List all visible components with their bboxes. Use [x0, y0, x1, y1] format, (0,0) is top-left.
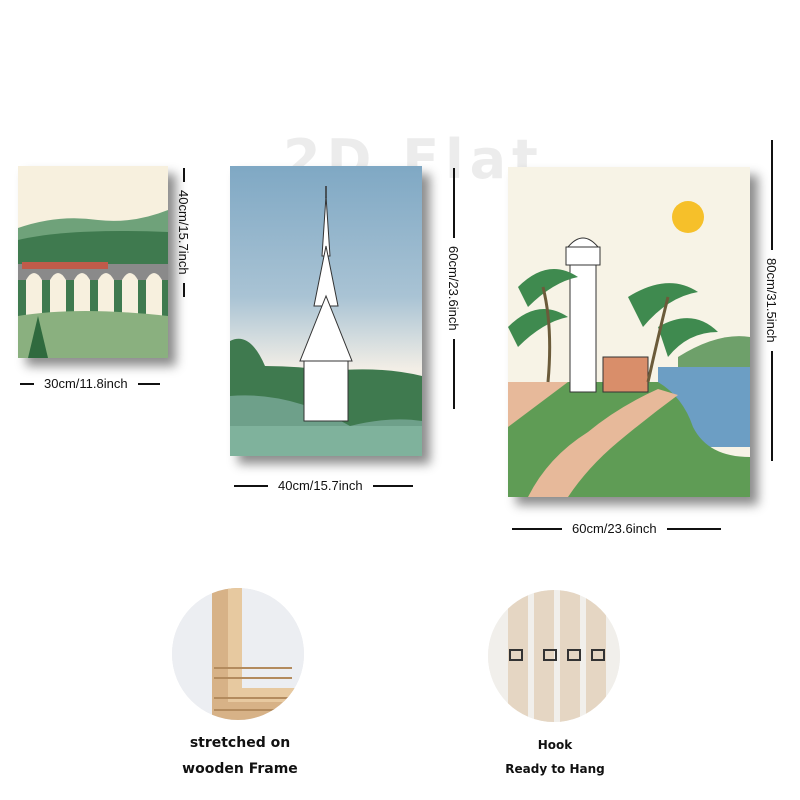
dimension-bar [512, 527, 562, 530]
large-height-label: 80cm/31.5inch [764, 258, 779, 343]
painting-lighthouse [508, 167, 750, 497]
frame-caption-line1: stretched on [189, 735, 291, 751]
painting-tower [230, 166, 422, 456]
hook-subtitle: Ready to Hang [505, 762, 605, 776]
hook-title: Hook [537, 738, 573, 752]
dimension-bar [20, 382, 34, 385]
sun-icon [672, 201, 704, 233]
dimension-bar [770, 140, 773, 250]
dimension-bar [137, 382, 160, 385]
wooden-frame-photo [172, 588, 304, 720]
painting-viaduct [18, 166, 168, 358]
large-width-label: 60cm/23.6inch [572, 521, 657, 536]
lighthouse-artwork [508, 167, 750, 497]
dimension-bar [182, 168, 185, 182]
dimension-bar [666, 527, 721, 530]
small-height-label: 40cm/15.7inch [176, 190, 191, 275]
frame-caption-line2: wooden Frame [182, 761, 298, 777]
dimension-bar [452, 168, 455, 238]
hook-icon [488, 590, 620, 722]
viaduct-artwork [18, 166, 168, 358]
medium-width-label: 40cm/15.7inch [278, 478, 363, 493]
large-height-dimension: 80cm/31.5inch [764, 140, 779, 500]
large-width-dimension: 60cm/23.6inch [512, 521, 721, 536]
wooden-frame-icon [172, 588, 304, 720]
dimension-bar [234, 484, 268, 487]
tower-artwork [230, 166, 422, 456]
dimension-bar [182, 282, 185, 297]
medium-width-dimension: 40cm/15.7inch [234, 478, 413, 493]
dimension-bar [770, 350, 773, 461]
small-height-dimension: 40cm/15.7inch [176, 168, 191, 358]
hook-caption: Hook Ready to Hang [480, 736, 630, 776]
medium-height-label: 60cm/23.6inch [446, 246, 461, 331]
hook-photo [488, 590, 620, 722]
small-width-dimension: 30cm/11.8inch [20, 376, 160, 391]
medium-height-dimension: 60cm/23.6inch [446, 168, 461, 454]
small-width-label: 30cm/11.8inch [44, 376, 128, 391]
dimension-bar [452, 338, 455, 409]
dimension-bar [372, 484, 413, 487]
frame-caption: stretched on wooden Frame [160, 730, 320, 782]
